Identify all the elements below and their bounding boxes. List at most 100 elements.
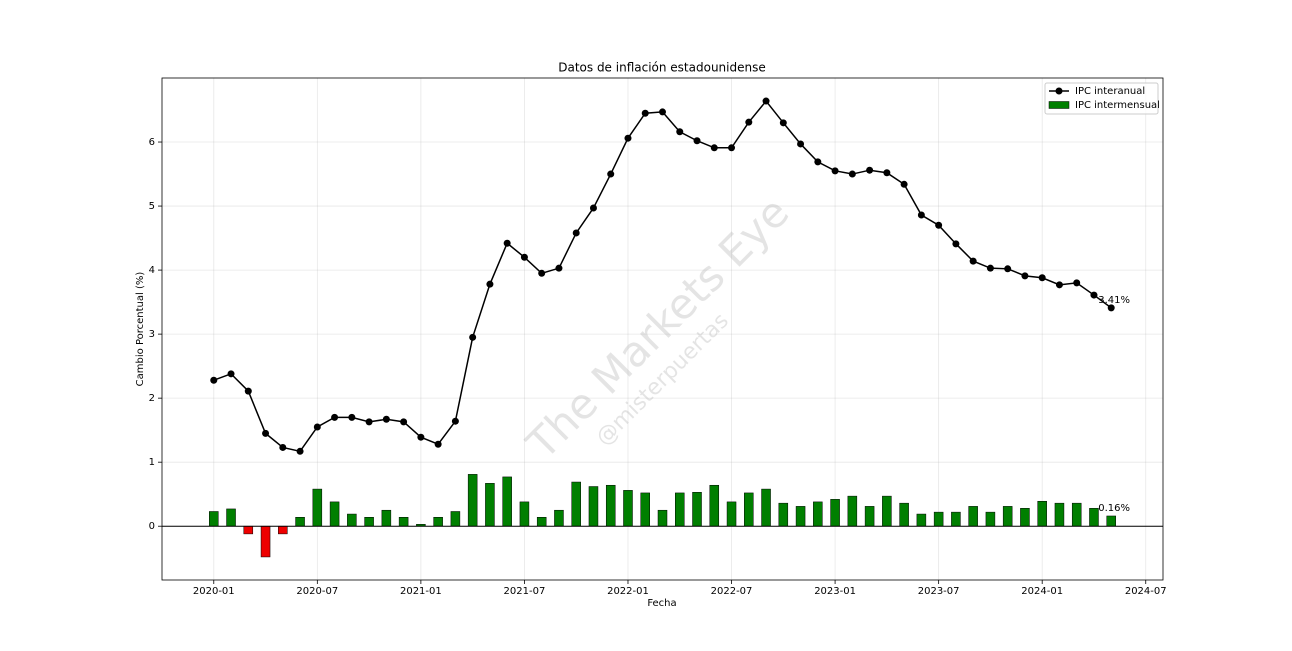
point xyxy=(607,170,615,178)
bar xyxy=(467,474,478,527)
point xyxy=(331,413,339,421)
point xyxy=(883,169,891,177)
x-tick-label: 2024-07 xyxy=(1125,586,1167,597)
point xyxy=(520,253,528,261)
bar xyxy=(312,488,323,527)
point xyxy=(486,280,494,288)
bar xyxy=(605,484,616,527)
point xyxy=(1055,281,1063,289)
y-tick-label: 4 xyxy=(149,265,155,276)
bar xyxy=(1020,508,1030,527)
point xyxy=(589,204,597,212)
y-tick-label: 5 xyxy=(149,201,155,212)
point xyxy=(210,376,218,384)
bar xyxy=(519,501,530,527)
bar xyxy=(882,495,892,527)
point xyxy=(676,128,684,136)
value-label: 0.16% xyxy=(1098,503,1130,514)
point xyxy=(814,158,822,166)
x-tick-label: 2020-01 xyxy=(193,586,235,597)
point xyxy=(1021,272,1029,280)
point xyxy=(900,180,908,188)
point xyxy=(296,447,304,455)
y-tick-label: 3 xyxy=(149,329,155,340)
point xyxy=(831,167,839,175)
point xyxy=(572,229,580,237)
bar xyxy=(1037,500,1047,527)
bar xyxy=(813,501,823,527)
bar xyxy=(278,525,288,535)
point xyxy=(935,221,943,229)
point xyxy=(797,140,805,148)
x-tick-label: 2020-07 xyxy=(296,586,338,597)
x-tick-label: 2021-01 xyxy=(400,586,442,597)
bar xyxy=(985,511,996,527)
bar xyxy=(899,502,909,527)
bar xyxy=(951,511,961,527)
point xyxy=(917,211,925,219)
point xyxy=(538,269,546,277)
y-tick-label: 1 xyxy=(149,457,155,468)
point xyxy=(227,370,235,378)
bar xyxy=(554,509,564,527)
bar xyxy=(398,517,409,527)
x-tick-label: 2022-01 xyxy=(607,586,649,597)
bar xyxy=(916,513,927,527)
point xyxy=(1107,304,1115,312)
bar xyxy=(1054,502,1065,527)
bar xyxy=(933,511,944,527)
point xyxy=(693,137,701,145)
bar xyxy=(226,508,236,527)
point xyxy=(1038,274,1046,282)
point xyxy=(952,240,960,248)
point xyxy=(1004,265,1012,273)
legend-box xyxy=(1044,82,1159,115)
point xyxy=(382,415,390,423)
bar xyxy=(243,525,254,535)
bar xyxy=(1071,502,1082,527)
bar xyxy=(847,495,858,527)
point xyxy=(400,418,408,426)
bar xyxy=(675,492,685,527)
bar xyxy=(657,509,668,527)
legend-label: IPC interanual xyxy=(1075,86,1145,97)
bar xyxy=(433,517,443,527)
plot-frame xyxy=(161,77,1164,581)
x-tick-label: 2024-01 xyxy=(1021,586,1063,597)
bar xyxy=(640,492,650,527)
point xyxy=(866,166,874,174)
bar xyxy=(260,525,271,558)
legend-label: IPC intermensual xyxy=(1075,100,1160,111)
point xyxy=(262,429,270,437)
x-tick-label: 2023-01 xyxy=(814,586,856,597)
bar xyxy=(329,501,340,527)
bar xyxy=(295,517,305,527)
bar xyxy=(364,517,374,527)
bar xyxy=(709,484,720,527)
point xyxy=(451,417,459,425)
bar xyxy=(778,502,789,527)
bar xyxy=(347,513,357,527)
bar xyxy=(1106,515,1116,527)
point xyxy=(417,433,425,441)
x-tick-label: 2022-07 xyxy=(711,586,753,597)
point xyxy=(434,440,442,448)
point xyxy=(728,144,736,152)
y-tick-label: 0 xyxy=(149,521,155,532)
point xyxy=(1090,291,1098,299)
bar xyxy=(502,476,512,527)
bar xyxy=(1089,508,1099,527)
bar xyxy=(744,492,754,527)
x-tick-label: 2021-07 xyxy=(504,586,546,597)
bar xyxy=(795,506,806,527)
bar xyxy=(450,511,461,527)
chart-title: Datos de inflación estadounidense xyxy=(558,61,766,75)
point xyxy=(986,264,994,272)
y-tick-label: 2 xyxy=(149,393,155,404)
point xyxy=(279,443,287,451)
point xyxy=(244,387,252,395)
bar xyxy=(209,511,219,527)
value-label: 3.41% xyxy=(1098,295,1130,306)
point xyxy=(641,109,649,117)
